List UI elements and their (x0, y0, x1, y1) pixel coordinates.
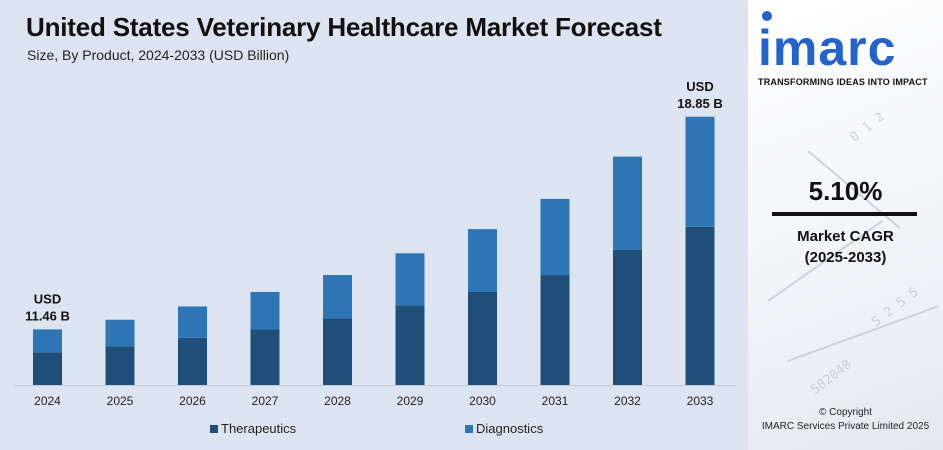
decorative-numbers: 582048 (808, 357, 855, 398)
cagr-label: Market CAGR (797, 228, 894, 245)
copyright-label: © Copyright (819, 407, 872, 418)
legend-item-therapeutics: Therapeutics (210, 421, 296, 436)
bar-therapeutics-2033 (685, 226, 715, 385)
bar-therapeutics-2031 (540, 275, 570, 385)
chart-panel: United States Veterinary Healthcare Mark… (0, 12, 748, 439)
sidebar-panel: 5 2 5 5 582048 0 1 2 imarc TRANSFORMING … (748, 0, 943, 450)
chart-title: United States Veterinary Healthcare Mark… (26, 12, 662, 42)
bar-diagnostics-2033 (685, 116, 715, 227)
decorative-numbers: 0 1 2 (847, 109, 888, 146)
bar-therapeutics-2028 (323, 318, 352, 385)
bar-diagnostics-2024 (33, 329, 62, 353)
x-tick-label: 2032 (614, 394, 641, 408)
bar-therapeutics-2032 (613, 249, 642, 385)
logo-dot (762, 11, 772, 21)
legend-swatch-diagnostics (465, 424, 473, 433)
bar-diagnostics-2027 (250, 291, 280, 330)
legend-item-diagnostics: Diagnostics (465, 421, 543, 436)
bar-therapeutics-2030 (468, 291, 497, 385)
bar-diagnostics-2028 (323, 275, 352, 319)
x-tick-label: 2024 (34, 394, 61, 408)
data-label-2033: 18.85 B (677, 96, 723, 111)
bar-therapeutics-2027 (250, 329, 280, 385)
x-tick-label: 2027 (252, 394, 279, 408)
bar-diagnostics-2025 (105, 319, 135, 347)
cagr-divider (772, 212, 917, 216)
legend-label-diagnostics: Diagnostics (476, 421, 544, 436)
x-tick-label: 2025 (107, 394, 134, 408)
bar-diagnostics-2032 (613, 156, 642, 250)
data-label-2033: USD (686, 79, 713, 94)
bar-diagnostics-2029 (395, 253, 425, 306)
x-tick-label: 2029 (397, 394, 424, 408)
bar-therapeutics-2029 (395, 305, 425, 385)
data-label-2024: 11.46 B (25, 308, 70, 323)
brand-tagline: TRANSFORMING IDEAS INTO IMPACT (758, 77, 928, 87)
brand-name: imarc (758, 20, 897, 76)
bar-therapeutics-2024 (33, 352, 62, 385)
bar-chart: 2024 2025 2026 2027 2028 2029 2030 2031 2032 2033… (14, 79, 736, 408)
brand-logo: imarc TRANSFORMING IDEAS INTO IMPACT (758, 11, 936, 87)
bar-diagnostics-2031 (540, 198, 570, 276)
legend-label-therapeutics: Therapeutics (221, 421, 297, 436)
brand-wordmark: imarc (758, 11, 936, 73)
decorative-line (787, 305, 939, 362)
legend-swatch-therapeutics (210, 424, 218, 433)
x-tick-label: 2030 (469, 394, 496, 408)
cagr-value: 5.10% (808, 176, 883, 206)
bar-diagnostics-2026 (178, 306, 207, 338)
chart-subtitle: Size, By Product, 2024-2033 (USD Billion… (27, 47, 290, 63)
copyright-company: IMARC Services Private Limited 2025 (761, 421, 930, 432)
x-tick-label: 2031 (542, 394, 569, 408)
chart-legend: Therapeutics Diagnostics (0, 421, 748, 439)
bar-therapeutics-2026 (178, 337, 207, 385)
bar-diagnostics-2030 (468, 229, 497, 292)
cagr-period: (2025-2033) (804, 249, 887, 266)
data-label-2024: USD (34, 291, 61, 306)
bar-therapeutics-2025 (105, 346, 135, 385)
x-tick-label: 2026 (179, 394, 206, 408)
decorative-numbers: 5 2 5 5 (869, 284, 922, 331)
x-tick-label: 2028 (324, 394, 351, 408)
x-tick-label: 2033 (687, 394, 714, 408)
